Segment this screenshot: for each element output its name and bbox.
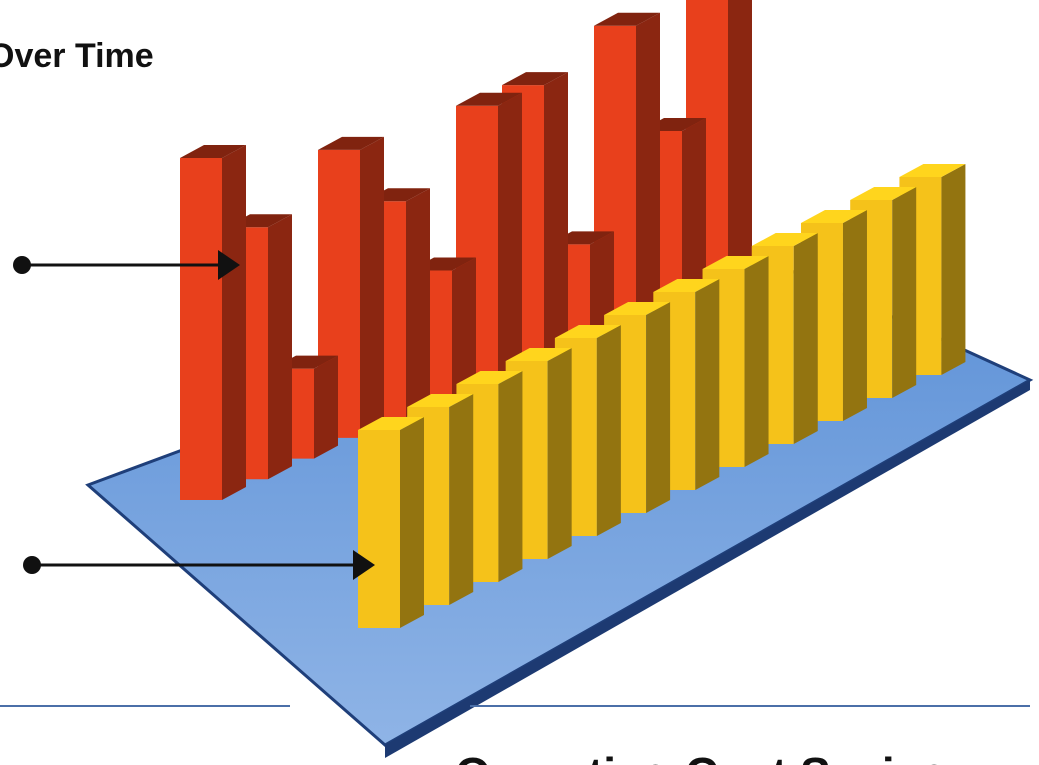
bar-side bbox=[728, 0, 752, 273]
bar-top bbox=[456, 371, 523, 384]
bar-side bbox=[596, 325, 621, 536]
bar-top bbox=[702, 256, 769, 269]
bar-top bbox=[180, 145, 246, 158]
bar-front bbox=[180, 158, 222, 500]
bar-top bbox=[502, 72, 568, 86]
bar bbox=[180, 145, 246, 500]
bar-side bbox=[544, 72, 568, 356]
bars bbox=[180, 0, 966, 628]
bar-top bbox=[318, 136, 384, 150]
bar-top bbox=[800, 210, 867, 223]
bar-side bbox=[400, 417, 424, 628]
bar-top bbox=[358, 417, 424, 430]
bar-side bbox=[498, 371, 523, 582]
bar-side bbox=[744, 256, 769, 467]
bar-side bbox=[682, 118, 706, 293]
caption: Operating Cost Savings bbox=[455, 748, 976, 765]
bar-side bbox=[695, 279, 720, 490]
bar bbox=[358, 417, 424, 628]
bar-side bbox=[590, 231, 614, 335]
bar-side bbox=[268, 214, 292, 480]
bar-top bbox=[554, 325, 621, 338]
bar-top bbox=[653, 279, 720, 292]
bar-top bbox=[456, 92, 522, 106]
bar-side bbox=[360, 136, 384, 438]
pointer-head bbox=[353, 550, 375, 580]
bar-side bbox=[646, 302, 671, 513]
pointer-head bbox=[218, 250, 240, 280]
bar-top bbox=[850, 187, 917, 200]
bar-top bbox=[505, 348, 572, 361]
bar-side bbox=[793, 233, 818, 444]
bar-top bbox=[751, 233, 818, 246]
bar-side bbox=[892, 187, 917, 398]
bar-side bbox=[449, 394, 474, 605]
bar-side bbox=[452, 257, 476, 397]
bar-top bbox=[594, 12, 660, 26]
bar-side bbox=[314, 355, 338, 459]
chart-title: Over Time bbox=[0, 37, 154, 75]
bar-front bbox=[358, 430, 400, 628]
bar-side bbox=[636, 12, 660, 314]
bar-side bbox=[222, 145, 246, 500]
bar-side bbox=[547, 348, 572, 559]
bar-top bbox=[407, 394, 474, 407]
bar-side bbox=[406, 188, 430, 418]
bar-top bbox=[899, 164, 966, 177]
platform-edge bbox=[385, 380, 1030, 758]
bar-top bbox=[604, 302, 671, 315]
bar-side bbox=[498, 92, 522, 376]
pointer bbox=[23, 550, 375, 580]
bar-side bbox=[941, 164, 966, 375]
pointer bbox=[13, 250, 240, 280]
bar-side bbox=[842, 210, 867, 421]
